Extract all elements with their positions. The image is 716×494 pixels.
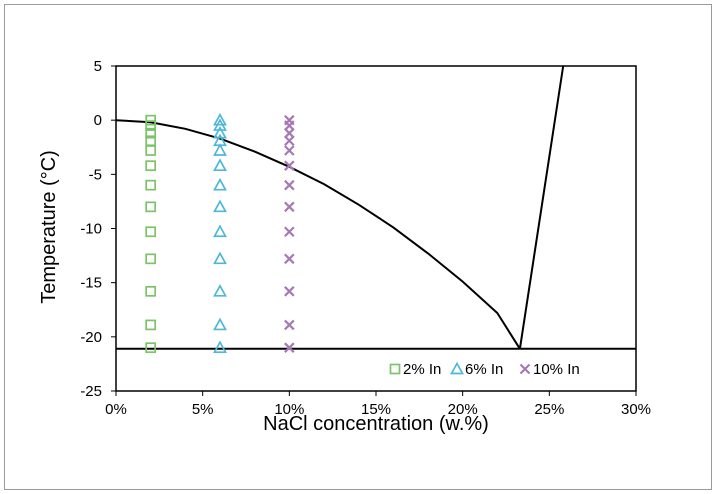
data-point bbox=[145, 342, 157, 354]
data-point bbox=[145, 179, 157, 191]
x-tick-label: 15% bbox=[361, 401, 391, 418]
data-point bbox=[145, 253, 157, 265]
data-point bbox=[284, 342, 295, 353]
data-point bbox=[213, 251, 227, 265]
data-point bbox=[213, 199, 227, 213]
data-point bbox=[145, 145, 157, 156]
legend-label: 10% In bbox=[533, 361, 580, 378]
data-point bbox=[145, 285, 157, 297]
data-point bbox=[284, 120, 295, 131]
y-axis-title: Temperature (°C) bbox=[38, 150, 60, 304]
x-tick-label: 10% bbox=[274, 401, 304, 418]
x-axis-title: NaCl concentration (w.%) bbox=[263, 413, 489, 435]
plot-area bbox=[115, 65, 637, 392]
legend-label: 6% In bbox=[465, 361, 503, 378]
data-point bbox=[284, 319, 295, 331]
x-tick-label: 0% bbox=[105, 401, 127, 418]
data-point bbox=[284, 201, 295, 213]
y-tick-label: 5 bbox=[94, 58, 102, 75]
data-point bbox=[145, 160, 157, 172]
data-point bbox=[145, 201, 157, 213]
legend-marker bbox=[519, 363, 531, 375]
data-point bbox=[213, 317, 227, 331]
data-point bbox=[284, 160, 295, 171]
y-tick-label: -5 bbox=[89, 166, 102, 183]
data-point bbox=[213, 177, 227, 191]
data-point bbox=[145, 127, 157, 139]
x-tick-label: 25% bbox=[534, 401, 564, 418]
data-point bbox=[284, 145, 295, 156]
x-tick-label: 5% bbox=[192, 401, 214, 418]
y-tick-label: -10 bbox=[80, 221, 102, 238]
data-point bbox=[213, 224, 227, 238]
y-tick-label: -15 bbox=[80, 275, 102, 292]
data-point bbox=[213, 143, 227, 156]
legend-marker bbox=[450, 361, 464, 375]
data-point bbox=[213, 158, 227, 172]
y-tick-label: -25 bbox=[80, 383, 102, 400]
data-point bbox=[213, 112, 227, 126]
y-tick-label: 0 bbox=[94, 112, 102, 129]
data-point bbox=[284, 226, 295, 238]
data-point bbox=[284, 286, 295, 297]
data-point bbox=[213, 125, 227, 139]
data-point bbox=[284, 135, 295, 147]
liquidus-hydrohalite-curve bbox=[518, 65, 565, 349]
x-tick-label: 20% bbox=[448, 401, 478, 418]
data-point bbox=[284, 179, 295, 191]
figure-frame: 0% 5% 10% 15% 20% 25% 30% 5 0 -5 -10 -15 -20 -25 NaCl… bbox=[4, 4, 712, 490]
y-tick-label: -20 bbox=[80, 329, 102, 346]
legend-label: 2% In bbox=[403, 361, 441, 378]
data-point bbox=[213, 284, 227, 297]
data-point bbox=[145, 120, 157, 131]
data-point bbox=[145, 114, 157, 126]
data-point bbox=[284, 253, 295, 265]
data-point bbox=[284, 127, 295, 139]
data-point bbox=[145, 319, 157, 331]
chart: 0% 5% 10% 15% 20% 25% 30% 5 0 -5 -10 -15 -20 -25 NaCl… bbox=[38, 58, 651, 435]
legend: 2% In 6% In 10% In bbox=[389, 361, 580, 378]
data-point bbox=[213, 340, 227, 354]
x-tick-label: 30% bbox=[621, 401, 651, 418]
legend-marker bbox=[389, 363, 401, 375]
data-point bbox=[213, 118, 227, 131]
liquidus-ice-curve bbox=[115, 119, 521, 350]
data-point bbox=[145, 226, 157, 238]
